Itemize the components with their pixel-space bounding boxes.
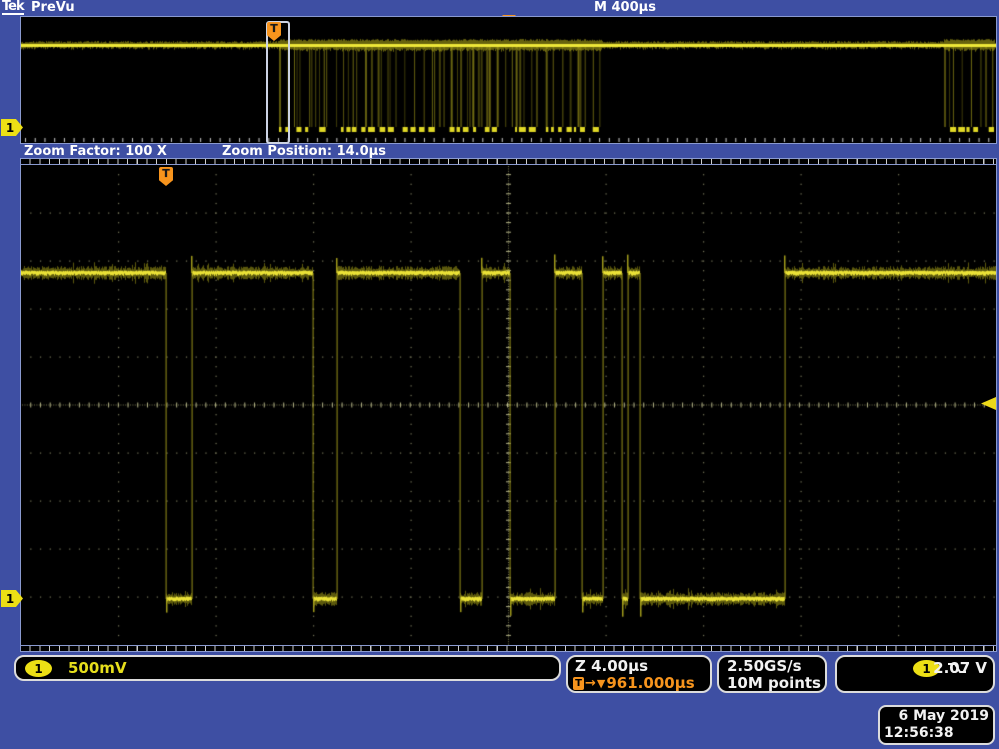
time-label: 12:56:38: [884, 725, 954, 741]
tek-logo: Tek: [2, 0, 25, 15]
main-trigger-position-flag-icon[interactable]: T: [159, 167, 173, 186]
datetime-box: 6 May 2019 12:56:38: [878, 705, 995, 745]
overview-waveform-panel: [20, 16, 997, 144]
zoom-scale: Z 4.00µs: [575, 657, 649, 675]
trigger-delay-value: 961.000µs: [606, 674, 695, 692]
acquisition-status: PreVu: [31, 0, 75, 15]
trigger-t-icon: T: [573, 676, 584, 690]
marker-down-icon: ▼: [596, 676, 606, 690]
date-label: 6 May 2019: [898, 708, 989, 724]
falling-edge-icon: [947, 661, 967, 679]
trigger-readout-box[interactable]: 1 2.07 V: [835, 655, 995, 693]
zoom-factor-label: Zoom Factor: 100 X: [24, 144, 167, 159]
trigger-level-value: 2.07 V: [933, 659, 987, 677]
bottom-tick-ruler: [21, 646, 996, 651]
overview-waveform-canvas: [21, 17, 996, 143]
main-channel1-marker[interactable]: 1: [1, 590, 23, 607]
overview-channel1-marker[interactable]: 1: [1, 119, 23, 136]
main-waveform-panel: [20, 158, 997, 652]
channel1-scale: 500mV: [68, 659, 127, 677]
channel1-badge: 1: [25, 660, 52, 677]
top-tick-ruler: [21, 159, 996, 164]
sample-rate: 2.50GS/s: [727, 657, 802, 675]
main-timebase-readout: M 400µs: [594, 0, 656, 15]
overview-trigger-flag-icon[interactable]: T: [267, 22, 281, 41]
trigger-source-badge: 1: [913, 660, 940, 677]
main-waveform-canvas: [21, 165, 996, 645]
channel1-readout-box[interactable]: 1 500mV: [14, 655, 561, 681]
record-length: 10M points: [727, 674, 821, 692]
trigger-delay-readout: T → ▼ 961.000µs: [573, 674, 695, 692]
zoom-info-bar: Zoom Factor: 100 X Zoom Position: 14.0µs: [20, 144, 997, 159]
arrow-right-icon: →: [585, 675, 596, 691]
zoom-timebase-readout-box[interactable]: Z 4.00µs T → ▼ 961.000µs: [566, 655, 712, 693]
panel-divider: [21, 645, 996, 646]
panel-divider: [21, 164, 996, 165]
zoom-window-bracket[interactable]: [266, 21, 290, 144]
zoom-position-label: Zoom Position: 14.0µs: [222, 144, 386, 159]
acquisition-readout-box[interactable]: 2.50GS/s 10M points: [717, 655, 827, 693]
header-bar: Tek PreVu M 400µs: [0, 0, 999, 16]
